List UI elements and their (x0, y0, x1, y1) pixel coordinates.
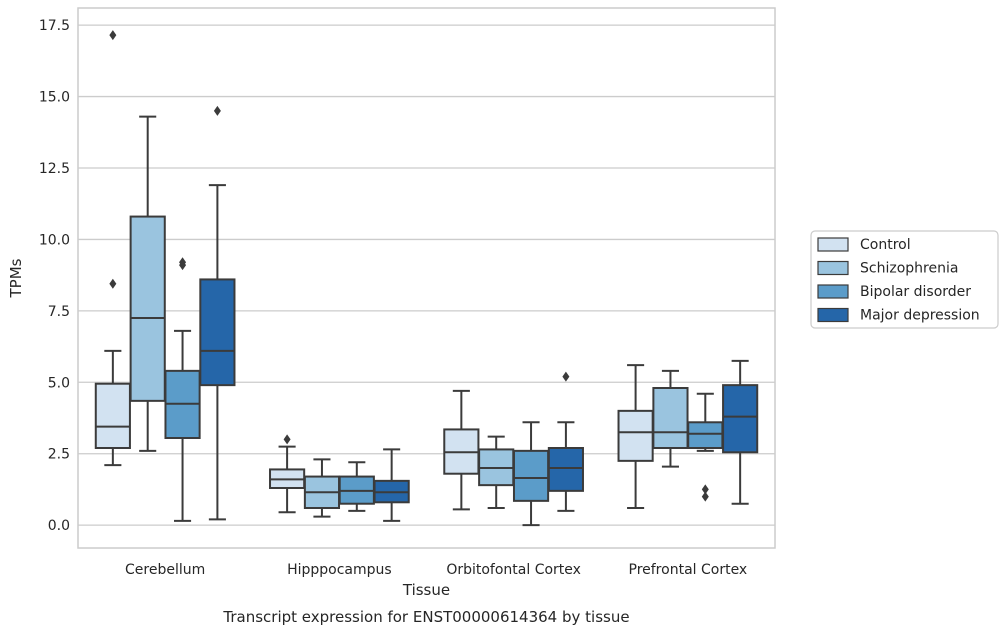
outlier-point (109, 278, 117, 289)
y-tick-label: 15.0 (39, 90, 70, 106)
outlier-point (701, 484, 709, 495)
outlier-point (562, 371, 570, 382)
boxes-layer (94, 30, 759, 527)
y-tick-label: 12.5 (39, 161, 70, 177)
box-group (269, 434, 306, 514)
box-group (338, 461, 375, 512)
box (687, 421, 724, 449)
box (129, 215, 166, 402)
box-group (512, 421, 550, 527)
box-group (722, 359, 759, 505)
outlier-point (701, 491, 709, 502)
box-group (443, 389, 480, 511)
y-tick-label: 0.0 (48, 518, 70, 534)
legend: Control Schizophrenia Bipolar disorder Majo… (810, 230, 999, 329)
y-tick-label: 7.5 (48, 304, 70, 320)
legend-label: Schizophrenia (860, 261, 958, 277)
y-tick-label: 17.5 (39, 18, 70, 34)
box-group (199, 105, 236, 521)
legend-swatch (817, 237, 849, 252)
x-tick-label: Prefrontal Cortex (629, 562, 748, 578)
legend-label: Bipolar disorder (860, 284, 971, 300)
x-tick-label: Cerebellum (125, 562, 205, 578)
outlier-point (283, 434, 291, 445)
legend-box (810, 230, 999, 329)
box-group (164, 257, 201, 522)
y-tick-label: 10.0 (39, 232, 70, 248)
box-group (94, 30, 131, 467)
box-group (547, 371, 584, 512)
box-group (373, 448, 410, 522)
box-group (303, 458, 341, 518)
outlier-point (179, 257, 187, 268)
box (722, 384, 759, 454)
box-group (652, 369, 689, 468)
legend-swatch (817, 307, 849, 323)
chart-title: Transcript expression for ENST0000061436… (222, 608, 629, 626)
y-tick-label: 2.5 (48, 447, 70, 463)
legend-label: Major depression (860, 308, 980, 324)
box-group (617, 364, 654, 509)
x-tick-label: Orbitofontal Cortex (446, 562, 581, 578)
x-ticks: Cerebellum Hipppocampus Orbitofontal Corte… (125, 562, 747, 578)
legend-label: Control (860, 237, 911, 253)
x-tick-label: Hipppocampus (287, 562, 392, 578)
y-ticks: 0.0 2.5 5.0 7.5 10.0 12.5 15.0 17.5 (39, 18, 70, 534)
box-group (687, 392, 724, 502)
box (547, 447, 584, 492)
x-axis-label: Tissue (402, 581, 450, 599)
y-axis-label: TPMs (7, 258, 25, 298)
legend-swatch (817, 260, 849, 276)
outlier-point (109, 30, 117, 41)
box (199, 278, 236, 387)
box (652, 387, 689, 449)
box (617, 409, 654, 462)
plot-frame (77, 7, 776, 549)
box (512, 449, 550, 502)
box-group (129, 115, 166, 452)
legend-swatch (817, 284, 849, 299)
y-tick-label: 5.0 (48, 375, 70, 391)
outlier-point (213, 105, 221, 116)
box (94, 382, 131, 450)
box-group (478, 435, 515, 509)
